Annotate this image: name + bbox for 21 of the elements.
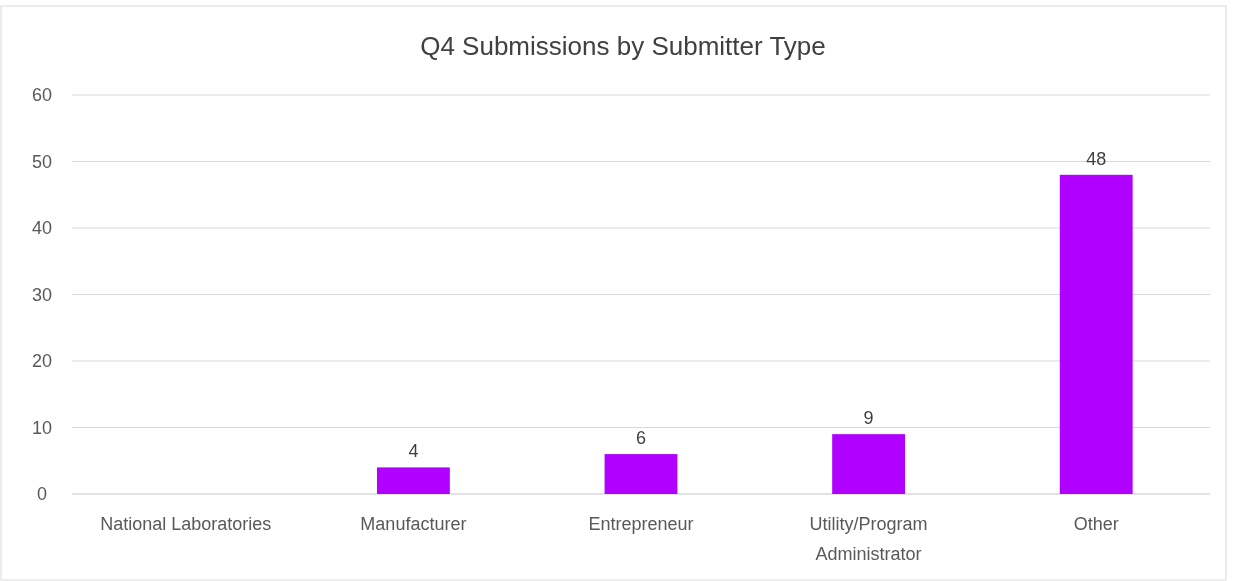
x-tick-label: Entrepreneur bbox=[588, 514, 694, 534]
y-tick-label: 10 bbox=[31, 417, 53, 438]
y-tick-label: 60 bbox=[31, 85, 53, 106]
y-tick-label: 50 bbox=[31, 151, 53, 172]
y-tick-label: 20 bbox=[31, 351, 53, 372]
x-tick-label: Manufacturer bbox=[360, 514, 467, 534]
bar bbox=[832, 434, 906, 494]
y-tick-label: 40 bbox=[31, 218, 53, 239]
x-tick-label: National Laboratories bbox=[100, 514, 272, 534]
x-tick-label: Utility/Program Administrator bbox=[809, 514, 928, 564]
x-tick-label: Other bbox=[1073, 514, 1119, 534]
bar bbox=[376, 467, 450, 494]
chart-title: Q4 Submissions by Submitter Type bbox=[420, 31, 826, 61]
bar bbox=[604, 454, 678, 494]
y-tick-label: 0 bbox=[36, 484, 48, 505]
data-label: 6 bbox=[635, 428, 647, 449]
data-label: 48 bbox=[1086, 148, 1107, 169]
data-label: 4 bbox=[408, 441, 419, 462]
data-label: 9 bbox=[863, 408, 874, 429]
y-tick-label: 30 bbox=[31, 284, 53, 305]
bar bbox=[1059, 174, 1133, 494]
